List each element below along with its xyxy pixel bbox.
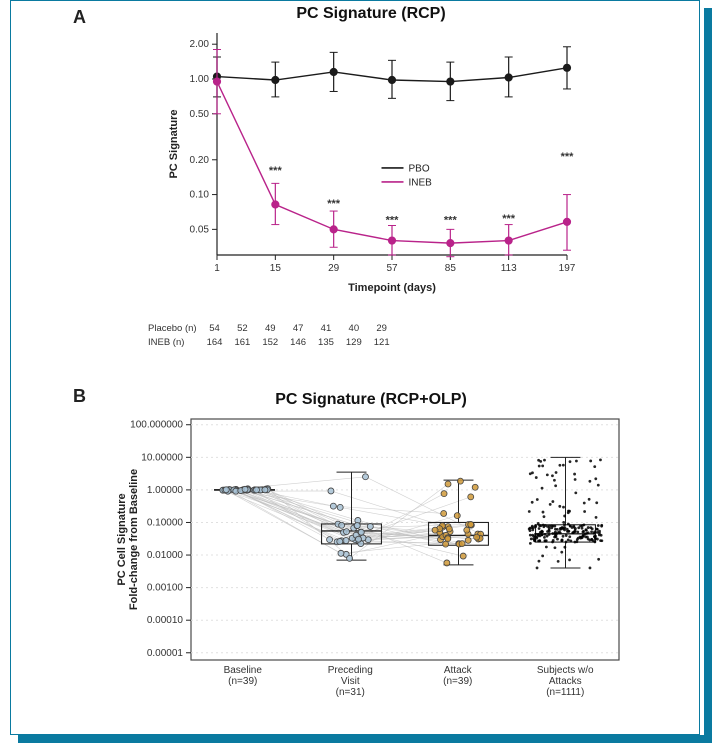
svg-text:0.05: 0.05	[190, 224, 210, 235]
chart-b-title: PC Signature (RCP+OLP)	[111, 391, 631, 409]
svg-text:15: 15	[270, 263, 282, 274]
svg-text:1.00: 1.00	[190, 74, 210, 85]
svg-text:57: 57	[386, 263, 398, 274]
n-table-cell: 129	[346, 337, 372, 349]
svg-text:INEB: INEB	[409, 177, 433, 188]
chart-b-category-label: Baseline(n=39)	[189, 665, 297, 698]
svg-text:***: ***	[502, 213, 516, 225]
svg-text:***: ***	[561, 151, 575, 163]
svg-text:1.00000: 1.00000	[147, 485, 184, 496]
n-table-cell: 54	[207, 323, 233, 335]
svg-text:2.00: 2.00	[190, 39, 210, 50]
n-table-cell: 41	[318, 323, 344, 335]
n-table-cell: 121	[374, 337, 400, 349]
n-table-cell: 146	[290, 337, 316, 349]
svg-text:85: 85	[445, 263, 457, 274]
svg-text:113: 113	[501, 263, 517, 274]
svg-text:0.00010: 0.00010	[147, 615, 184, 626]
svg-text:PC Cell SignatureFold-change f: PC Cell SignatureFold-change from Baseli…	[116, 469, 140, 610]
n-table-cell: 40	[346, 323, 372, 335]
n-table-row-label: Placebo (n)	[148, 323, 205, 335]
svg-text:0.10000: 0.10000	[147, 517, 184, 528]
chart-a: PC Signature (RCP) 0.05 0.10 0.20 0.50 1.00 2…	[161, 5, 581, 302]
panel-a-label: A	[73, 7, 86, 28]
n-table-cell: 161	[234, 337, 260, 349]
svg-text:0.50: 0.50	[190, 109, 210, 120]
n-table-cell: 164	[207, 337, 233, 349]
chart-b-category-labels: Baseline(n=39)PrecedingVisit(n=31)Attack…	[189, 665, 619, 698]
n-table-cell: 152	[262, 337, 288, 349]
svg-text:PC Signature: PC Signature	[168, 109, 180, 178]
svg-text:***: ***	[327, 198, 341, 210]
svg-text:197: 197	[559, 263, 576, 274]
chart-a-svg: 0.05 0.10 0.20 0.50 1.00 2.00 1 15 29 57 85 113 197 T…	[161, 27, 581, 297]
n-table-cell: 135	[318, 337, 344, 349]
svg-text:PBO: PBO	[409, 163, 430, 174]
figure-frame: A PC Signature (RCP) 0.05 0.10 0.20 0.50 1.0…	[10, 0, 700, 735]
frame-shadow-right	[704, 8, 712, 738]
n-table-cell: 29	[374, 323, 400, 335]
n-table-cell: 47	[290, 323, 316, 335]
n-table-cell: 49	[262, 323, 288, 335]
panel-b-label: B	[73, 386, 86, 407]
svg-text:0.20: 0.20	[190, 155, 210, 166]
svg-text:100.000000: 100.000000	[130, 420, 183, 431]
svg-text:***: ***	[269, 165, 283, 177]
chart-b: PC Signature (RCP+OLP) 0.000010.000100.0…	[111, 391, 631, 673]
chart-a-n-table: Placebo (n)54524947414029INEB (n)1641611…	[146, 321, 402, 351]
chart-b-category-label: PrecedingVisit(n=31)	[297, 665, 405, 698]
svg-text:0.00001: 0.00001	[147, 648, 184, 659]
svg-text:29: 29	[328, 263, 340, 274]
n-table-cell: 52	[234, 323, 260, 335]
n-table-row-label: INEB (n)	[148, 337, 205, 349]
chart-b-category-label: Attack(n=39)	[404, 665, 512, 698]
svg-text:1: 1	[214, 263, 220, 274]
svg-text:***: ***	[386, 215, 400, 227]
chart-a-title: PC Signature (RCP)	[161, 5, 581, 23]
svg-text:0.10: 0.10	[190, 190, 210, 201]
svg-text:10.00000: 10.00000	[141, 452, 183, 463]
chart-b-svg: 0.00001 0.00010 0.00100 0.01000 0.10000 1.000…	[111, 413, 631, 668]
frame-shadow-bottom	[18, 735, 712, 743]
svg-text:Timepoint (days): Timepoint (days)	[348, 282, 436, 294]
svg-text:***: ***	[444, 215, 458, 227]
svg-text:0.00100: 0.00100	[147, 583, 184, 594]
svg-text:0.01000: 0.01000	[147, 550, 184, 561]
chart-b-category-label: Subjects w/oAttacks(n=1111)	[512, 665, 620, 698]
